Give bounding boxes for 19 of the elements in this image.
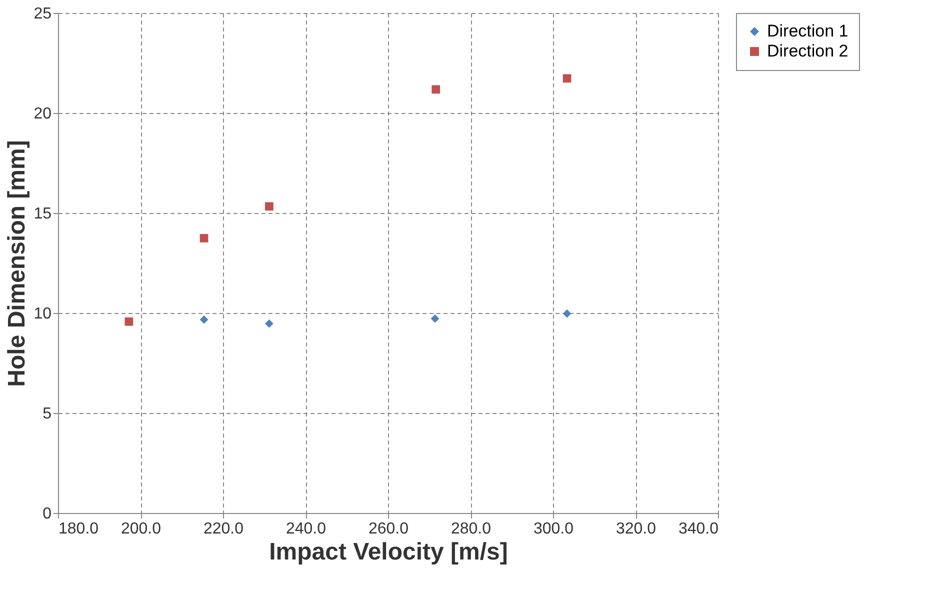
y-tick-label: 25 [34,6,52,22]
y-tick-label: 20 [34,106,52,122]
y-axis-title: Hole Dimension [mm] [4,140,31,387]
x-tick-label: 240.0 [286,520,326,538]
x-tick-label: 220.0 [203,520,244,538]
x-tick-label: 300.0 [533,520,574,538]
y-tick-label: 0 [42,506,52,522]
x-tick-label: 320.0 [616,520,656,538]
legend-label: Direction 1 [767,22,848,40]
x-tick-label: 180.0 [58,520,99,538]
y-tick-label: 10 [34,306,52,322]
y-tick-label: 5 [42,406,52,422]
y-tick-label: 15 [34,206,52,222]
x-tick-label: 340.0 [678,520,719,538]
x-axis-title: Impact Velocity [m/s] [269,538,508,566]
x-tick-label: 280.0 [450,520,492,538]
x-tick-label: 260.0 [368,520,409,538]
x-tick-label: 200.0 [120,520,162,538]
legend-label: Direction 2 [767,42,848,60]
